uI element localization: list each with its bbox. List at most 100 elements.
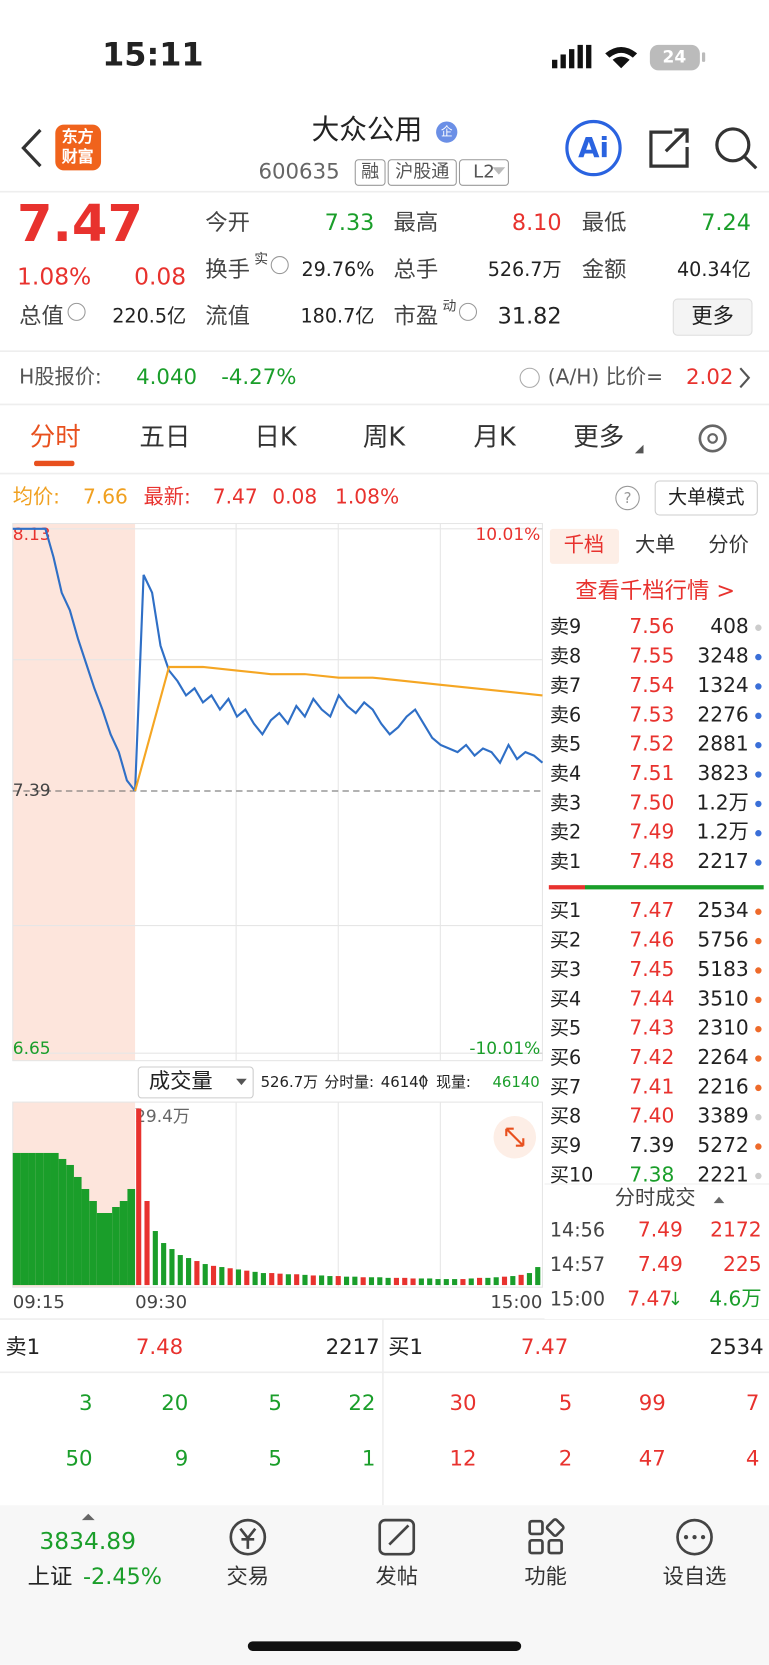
settings-button[interactable] xyxy=(698,424,727,453)
auction-volume-bar xyxy=(73,1176,82,1286)
volume-bar xyxy=(501,1276,508,1286)
chevron[interactable] xyxy=(739,367,751,389)
field-sup: 实 xyxy=(254,252,268,268)
book-price: 7.55 xyxy=(629,644,674,668)
book-label: 买1 xyxy=(550,899,581,922)
field-value: 31.82 xyxy=(498,304,562,330)
book-label: 买6 xyxy=(550,1046,581,1069)
ai-label[interactable]: Ai xyxy=(578,131,609,164)
book-dot xyxy=(755,1114,762,1121)
more-label[interactable]: 更多 xyxy=(691,304,734,329)
nav-item[interactable]: 交易 xyxy=(227,1565,270,1590)
volume-selector-label[interactable]: 成交量 xyxy=(149,1069,213,1094)
volume-bar xyxy=(452,1279,458,1286)
volume-bar xyxy=(202,1264,208,1286)
field-label: 最高 xyxy=(394,210,439,236)
current-label: 现量: xyxy=(436,1073,471,1091)
tab[interactable]: 分时 xyxy=(30,422,81,452)
mode-label[interactable]: 大单模式 xyxy=(668,485,745,508)
queue-volume: 7 xyxy=(746,1391,760,1416)
last-change: 0.08 xyxy=(272,484,317,508)
book-price: 7.46 xyxy=(629,928,674,952)
x-tick-label: 09:30 xyxy=(135,1292,187,1313)
more-button[interactable] xyxy=(672,298,753,336)
nav-icons xyxy=(229,1518,713,1556)
volume-bar xyxy=(352,1276,358,1286)
auction-volume-bar xyxy=(50,1152,59,1286)
tab[interactable]: 五日 xyxy=(139,422,190,452)
auction-volume-bar xyxy=(96,1213,105,1286)
volume-bar xyxy=(493,1277,499,1286)
tab[interactable]: 更多 xyxy=(573,422,624,452)
nav-item[interactable]: 发帖 xyxy=(375,1565,418,1590)
back-button[interactable] xyxy=(21,128,42,168)
book-label: 买3 xyxy=(550,958,581,981)
queue-volume: 5 xyxy=(268,1391,282,1416)
mode-button[interactable] xyxy=(654,480,758,516)
volume-bar xyxy=(427,1278,433,1286)
volume-bar xyxy=(235,1269,242,1286)
tag-box xyxy=(354,159,386,186)
volume-bar xyxy=(468,1278,474,1286)
volume-bar xyxy=(269,1273,275,1286)
book-label: 卖1 xyxy=(550,850,581,873)
nav-item[interactable]: 设自选 xyxy=(663,1565,727,1590)
help-icon[interactable] xyxy=(615,485,640,511)
search-button[interactable] xyxy=(715,127,751,163)
more-dots xyxy=(683,1535,706,1540)
share-button[interactable] xyxy=(649,128,689,168)
settings-core xyxy=(707,433,718,444)
book-tab[interactable]: 分价 xyxy=(708,532,748,556)
volume-bar xyxy=(360,1277,366,1286)
help-icon[interactable] xyxy=(519,367,540,388)
index-arrow xyxy=(81,1513,95,1521)
book-link[interactable]: 查看千档行情 > xyxy=(575,578,735,604)
book-tab[interactable]: 千档 xyxy=(564,532,604,556)
tab[interactable]: 周K xyxy=(363,422,407,452)
trade-time: 14:57 xyxy=(550,1253,605,1276)
book-price: 7.54 xyxy=(629,673,674,697)
x-tick-label: 15:00 xyxy=(490,1292,542,1313)
volume-bar xyxy=(526,1273,533,1286)
queue-volume: 12 xyxy=(449,1447,476,1472)
book-volume: 3510 xyxy=(697,986,748,1010)
book-price: 7.39 xyxy=(629,1133,674,1157)
volume-bar xyxy=(319,1275,325,1286)
index-value[interactable]: 3834.89 xyxy=(39,1527,136,1555)
volume-selector[interactable] xyxy=(137,1066,254,1099)
index-name: 上证 xyxy=(28,1564,73,1590)
book-volume: 2217 xyxy=(697,849,748,873)
book-tab[interactable]: 大单 xyxy=(635,532,675,556)
trade-time: 15:00 xyxy=(550,1287,605,1310)
book-volume: 1.2万 xyxy=(696,790,748,814)
book-label: 卖7 xyxy=(550,674,581,697)
ai-button[interactable] xyxy=(565,119,622,177)
nav-item[interactable]: 功能 xyxy=(524,1565,567,1590)
tab[interactable]: 月K xyxy=(473,422,517,452)
volume-bar xyxy=(327,1276,333,1286)
book-volume: 2881 xyxy=(697,732,748,756)
tab[interactable]: 日K xyxy=(254,422,298,452)
queue-volume: 99 xyxy=(639,1391,666,1416)
dropdown-arrow[interactable] xyxy=(492,167,506,175)
book-label: 卖9 xyxy=(550,615,581,638)
volume-bar xyxy=(152,1231,158,1286)
book-dot xyxy=(755,624,762,631)
auction-volume-bar xyxy=(104,1213,113,1286)
volume-bar xyxy=(385,1277,391,1286)
volume-bar xyxy=(510,1276,516,1286)
last-change-pct: 1.08% xyxy=(335,484,399,508)
book-dot xyxy=(755,967,762,974)
trade-price: 7.47 xyxy=(627,1286,672,1310)
minute-label: 分时量: xyxy=(324,1073,374,1091)
book-price: 7.48 xyxy=(629,849,674,873)
field-value: 7.24 xyxy=(701,210,751,236)
bottom-nav-bg xyxy=(0,1505,769,1665)
auction-volume-bar xyxy=(127,1188,136,1286)
info-icon xyxy=(458,302,478,321)
auction-volume-bar xyxy=(66,1164,74,1286)
y2-tick-label: -10.01% xyxy=(469,1039,540,1059)
volume-bar xyxy=(535,1267,541,1286)
book-dot xyxy=(755,741,762,749)
